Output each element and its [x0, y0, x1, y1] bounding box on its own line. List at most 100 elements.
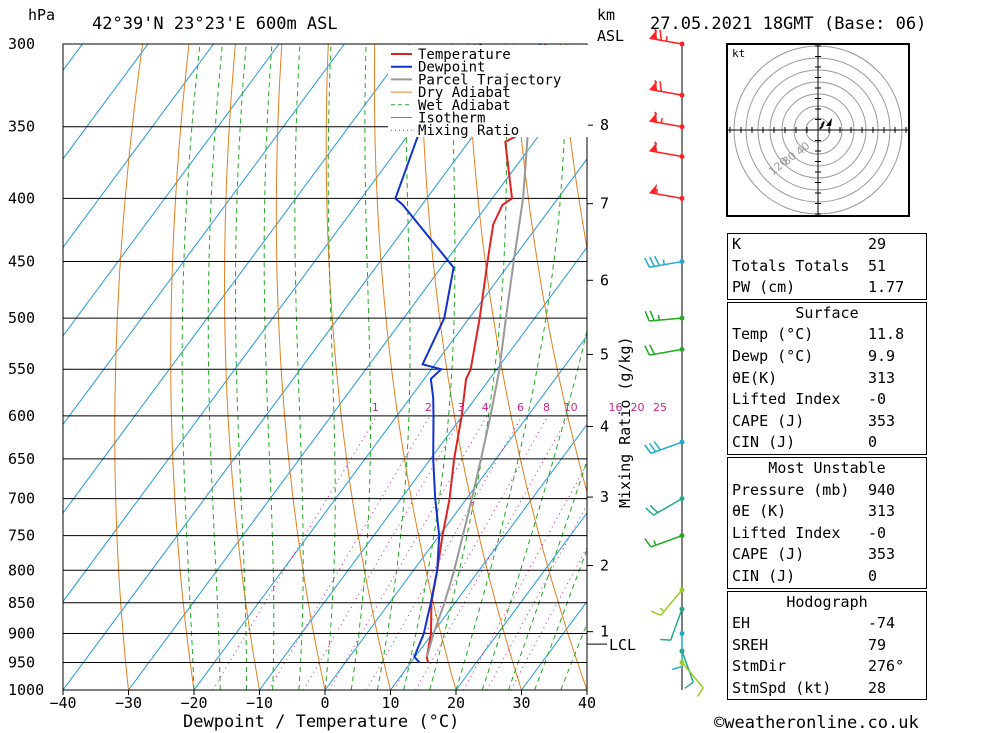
row-label: SREH [732, 635, 769, 654]
x-tick-label: −10 [246, 694, 273, 712]
isotherm-line [259, 246, 587, 690]
pressure-tick-label: 650 [8, 450, 35, 468]
wind-barb [649, 120, 683, 128]
height-unit-asl: ASL [597, 27, 624, 45]
mixing-ratio-label: 4 [482, 401, 489, 414]
mixing-ratio-labels: 1 2 3 4 6 8 10 16 20 25 [372, 401, 667, 414]
hodograph-title: Hodograph [786, 592, 868, 611]
row-label: Totals Totals [732, 256, 850, 275]
row-value: -74 [868, 614, 896, 633]
height-tick-label: 8 [600, 116, 609, 134]
height-unit: km [597, 6, 615, 24]
table-row: CAPE (J) 353 [728, 544, 926, 566]
table-row: EH -74 [728, 613, 926, 635]
pressure-tick-label: 850 [8, 594, 35, 612]
height-tick-label: 7 [600, 195, 609, 213]
dry-adiabat-line [559, 44, 587, 251]
dry-adiabat-line [325, 44, 391, 690]
mixing-ratio-line [365, 415, 523, 690]
wind-half-feather [660, 118, 663, 124]
pressure-tick-label: 550 [8, 360, 35, 378]
wind-half-feather [655, 188, 659, 194]
legend-box [388, 45, 588, 137]
wind-half-feather [653, 540, 657, 546]
isotherm-line [63, 44, 476, 603]
height-tick-label: 5 [600, 345, 609, 363]
wind-feather [654, 111, 658, 123]
table-row: SREH 79 [728, 635, 926, 657]
mixing-ratio-label: 1 [372, 401, 379, 414]
location-label: 42°39'N 23°23'E 600m ASL [92, 14, 338, 34]
row-value: 353 [868, 411, 896, 430]
pressure-tick-label: 800 [8, 561, 35, 579]
pressure-unit: hPa [28, 6, 55, 24]
wind-feather [653, 441, 661, 451]
legend-entry: Parcel Trajectory [418, 72, 561, 88]
axes: 3003504004505005506006507007508008509009… [8, 35, 636, 712]
wet-adiabat-line [207, 44, 223, 690]
row-value: 28 [868, 678, 887, 697]
row-value: -0 [868, 523, 887, 542]
indices-table: K 29 Totals Totals 51 PW (cm) 1.77 Surface Te… [727, 233, 927, 702]
table-row: StmDir 276° [728, 656, 926, 678]
isotherm-line [390, 423, 587, 690]
mixing-ratio-label: 2 [425, 401, 432, 414]
isotherm-line [63, 44, 280, 337]
x-tick-label: 40 [578, 694, 596, 712]
table-row: StmSpd (kt) 28 [728, 678, 926, 700]
row-label: CIN (J) [732, 566, 796, 585]
row-value: 940 [868, 480, 896, 499]
pressure-tick-label: 700 [8, 490, 35, 508]
hodograph-box: Hodograph EH -74 SREH 79 StmDir 276° StmSpd (k… [727, 590, 927, 701]
isotherm-line [63, 44, 214, 249]
wind-barb [649, 348, 683, 356]
wind-feather [644, 538, 652, 548]
wind-feather [653, 255, 661, 266]
isotherm-line [455, 512, 587, 690]
row-value: 51 [868, 256, 887, 275]
legend-entry: Dewpoint [418, 60, 485, 76]
mixing-ratio-line [268, 415, 431, 690]
table-row: CIN (J) 0 [728, 432, 926, 454]
height-tick-label: 1 [600, 623, 609, 641]
most-unstable-box: Most Unstable Pressure (mb) 940 θE (K) 313 L… [727, 456, 927, 589]
mixing-ratio-label: 16 [609, 401, 623, 414]
height-tick-label: 4 [600, 418, 609, 436]
wet-adiabat-line [429, 44, 507, 690]
wind-barb [650, 441, 683, 455]
table-row: Lifted Index -0 [728, 389, 926, 411]
row-label: CIN (J) [732, 433, 796, 452]
mixing-ratio-label: 10 [564, 401, 578, 414]
pressure-tick-label: 300 [8, 35, 35, 53]
wind-feather [648, 442, 657, 453]
wind-barb [649, 260, 683, 269]
x-tick-label: −30 [115, 694, 142, 712]
x-tick-label: −40 [49, 694, 76, 712]
table-row: θE(K) 313 [728, 368, 926, 390]
wind-feather [644, 310, 650, 322]
wind-feather [659, 81, 663, 92]
isobar-lines [63, 43, 587, 691]
wind-feather [684, 681, 694, 689]
table-row: Temp (°C) 11.8 [728, 324, 926, 346]
table-row: θE (K) 313 [728, 501, 926, 523]
legend-entry: Isotherm [418, 111, 485, 127]
row-label: Temp (°C) [732, 325, 814, 344]
wet-adiabat-line [376, 44, 411, 690]
hodograph-unit: kt [732, 47, 745, 60]
isotherm-line [128, 69, 587, 690]
credit: ©weatheronline.co.uk [714, 713, 919, 733]
table-row: CAPE (J) 353 [728, 411, 926, 433]
row-label: EH [732, 614, 751, 633]
wind-feather [644, 345, 651, 356]
mixing-ratio-line [328, 415, 488, 690]
wind-feather [659, 29, 663, 41]
row-label: StmDir [732, 657, 787, 676]
wind-barb [653, 497, 683, 516]
lcl-label: LCL [609, 636, 636, 654]
isotherm-line [63, 44, 345, 426]
height-tick-label: 3 [600, 488, 609, 506]
mixing-ratio-label: 6 [517, 401, 524, 414]
